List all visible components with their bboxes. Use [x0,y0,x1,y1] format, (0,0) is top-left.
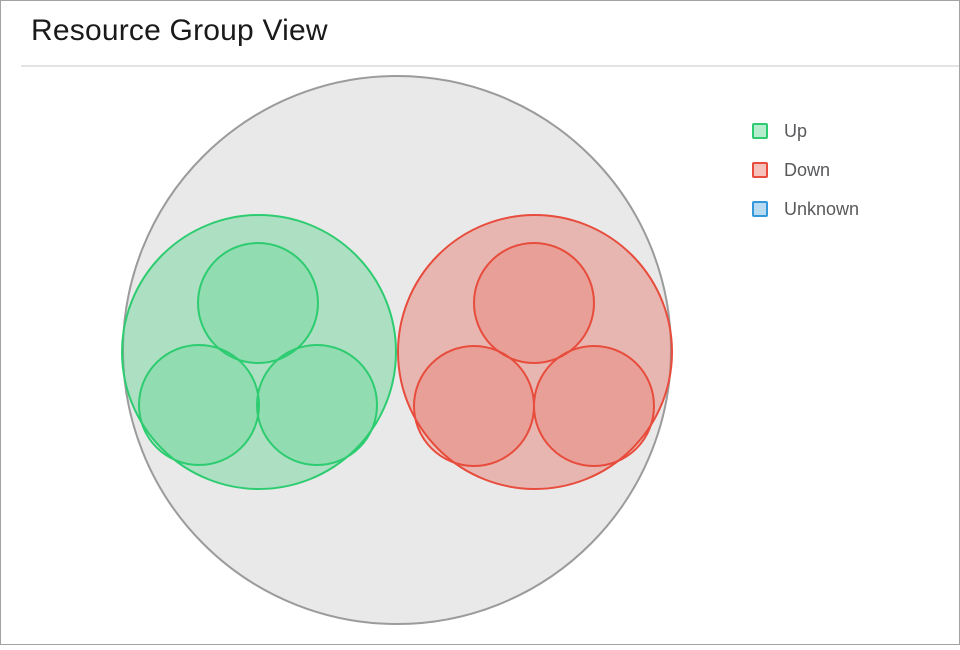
legend-label-unknown: Unknown [784,198,860,219]
cluster-down-circle[interactable] [397,214,673,490]
member-up-circle[interactable] [256,344,378,466]
legend-swatch-down [752,162,768,178]
legend-swatch-up [752,123,768,139]
legend-item-up[interactable]: Up [752,120,859,141]
legend-label-down: Down [784,159,831,180]
member-down-circle[interactable] [473,242,595,364]
page-title: Resource Group View [31,14,328,47]
legend-item-down[interactable]: Down [752,159,859,180]
legend-swatch-unknown [752,201,768,217]
member-up-circle[interactable] [197,242,319,364]
member-up-circle[interactable] [138,344,260,466]
chart-legend: Up Down Unknown [752,120,860,239]
header-divider [21,65,959,67]
legend-item-unknown[interactable]: Unknown [752,198,860,219]
legend-label-up: Up [784,120,808,141]
member-down-circle[interactable] [413,345,535,467]
cluster-up-circle[interactable] [121,214,397,490]
member-down-circle[interactable] [533,345,655,467]
